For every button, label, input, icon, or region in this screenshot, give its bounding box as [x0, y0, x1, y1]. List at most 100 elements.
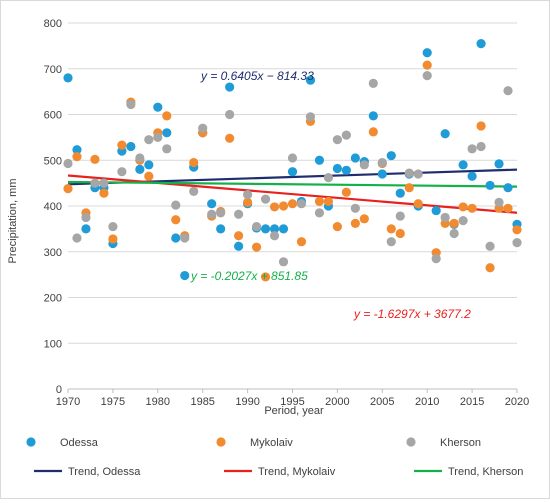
data-point-kherson: [63, 158, 73, 169]
legend-label: Odessa: [60, 437, 99, 449]
data-point-mykolaiv: [225, 133, 235, 143]
x-tick-label: 2005: [370, 396, 394, 408]
data-point-kherson: [305, 112, 316, 122]
data-point-kherson: [476, 141, 486, 152]
data-point-kherson: [207, 209, 217, 219]
data-point-odessa: [81, 224, 91, 234]
data-point-odessa: [234, 241, 244, 251]
data-point-mykolaiv: [260, 272, 271, 282]
data-point-odessa: [278, 224, 289, 234]
y-axis-label: Precipitation, mm: [7, 179, 19, 264]
data-point-kherson: [72, 233, 82, 243]
data-point-odessa: [440, 129, 450, 139]
x-tick-label: 1995: [280, 396, 304, 408]
data-point-kherson: [99, 178, 109, 188]
data-point-mykolaiv: [144, 171, 154, 181]
data-point-odessa: [422, 48, 432, 58]
data-point-odessa: [180, 270, 190, 281]
data-point-kherson: [171, 200, 181, 210]
legend-label: Trend, Kherson: [448, 466, 523, 478]
data-point-kherson: [413, 169, 423, 179]
data-point-odessa: [431, 205, 441, 216]
data-point-mykolaiv: [72, 151, 82, 162]
data-point-kherson: [225, 109, 235, 120]
x-tick-label: 1975: [101, 396, 125, 408]
data-point-kherson: [234, 209, 244, 219]
data-point-odessa: [269, 224, 280, 234]
data-point-mykolaiv: [332, 221, 342, 232]
x-tick-label: 2015: [460, 396, 484, 408]
data-point-mykolaiv: [422, 60, 432, 70]
data-point-mykolaiv: [395, 228, 405, 239]
data-point-mykolaiv: [162, 111, 172, 121]
data-points: [63, 38, 522, 282]
data-point-mykolaiv: [99, 188, 109, 198]
data-point-mykolaiv: [323, 196, 334, 207]
data-point-kherson: [359, 160, 369, 170]
y-tick-label: 200: [44, 293, 62, 305]
data-point-kherson: [368, 78, 378, 88]
data-point-odessa: [287, 167, 298, 177]
data-point-odessa: [386, 151, 396, 161]
data-point-odessa: [305, 75, 316, 85]
legend-marker: [26, 437, 36, 447]
data-point-kherson: [458, 216, 468, 226]
data-point-kherson: [449, 228, 459, 239]
data-point-odessa: [476, 38, 486, 49]
data-point-kherson: [512, 238, 522, 248]
data-point-kherson: [81, 212, 91, 223]
data-point-kherson: [422, 71, 432, 81]
legend-marker: [406, 437, 416, 447]
y-tick-label: 700: [44, 64, 62, 76]
data-point-odessa: [153, 102, 163, 112]
data-point-kherson: [485, 241, 495, 251]
data-point-kherson: [377, 157, 387, 168]
y-tick-label: 600: [44, 110, 62, 122]
data-point-odessa: [207, 199, 217, 209]
x-axis-label: Period, year: [264, 405, 324, 417]
data-point-mykolaiv: [234, 231, 244, 241]
data-point-mykolaiv: [386, 224, 396, 234]
trend-line: [67, 180, 518, 188]
y-tick-label: 0: [56, 384, 62, 396]
data-point-kherson: [189, 186, 199, 196]
data-point-odessa: [314, 155, 325, 165]
data-point-odessa: [458, 160, 468, 170]
data-point-kherson: [341, 130, 351, 140]
data-point-kherson: [386, 237, 396, 247]
data-point-mykolaiv: [413, 199, 423, 209]
trend-equation: y = 0.6405x − 814.33: [200, 69, 314, 83]
data-point-odessa: [341, 165, 351, 175]
data-point-kherson: [287, 153, 298, 163]
data-point-mykolaiv: [359, 214, 369, 224]
data-point-kherson: [108, 221, 118, 232]
data-point-kherson: [135, 153, 145, 163]
data-point-mykolaiv: [467, 203, 477, 213]
data-point-mykolaiv: [171, 215, 181, 225]
data-point-odessa: [126, 141, 136, 152]
data-point-odessa: [135, 164, 145, 174]
data-point-mykolaiv: [503, 203, 513, 213]
data-point-mykolaiv: [251, 242, 262, 252]
data-point-kherson: [278, 257, 289, 267]
data-point-mykolaiv: [449, 218, 459, 228]
data-point-mykolaiv: [512, 225, 522, 235]
data-point-mykolaiv: [269, 202, 280, 212]
data-point-odessa: [350, 153, 360, 163]
data-point-odessa: [395, 188, 405, 198]
x-tick-label: 1990: [235, 396, 259, 408]
data-point-kherson: [440, 212, 450, 223]
data-point-kherson: [243, 189, 253, 200]
data-point-kherson: [395, 211, 405, 221]
data-point-kherson: [431, 254, 441, 264]
data-point-odessa: [225, 82, 235, 92]
data-point-mykolaiv: [476, 121, 486, 131]
data-point-kherson: [126, 99, 136, 110]
x-tick-label: 1980: [146, 396, 170, 408]
x-tick-label: 1970: [56, 396, 80, 408]
data-point-kherson: [314, 208, 325, 218]
data-point-mykolaiv: [90, 154, 100, 164]
data-point-mykolaiv: [296, 237, 307, 247]
trend-lines: [67, 168, 518, 214]
data-point-mykolaiv: [314, 196, 325, 207]
